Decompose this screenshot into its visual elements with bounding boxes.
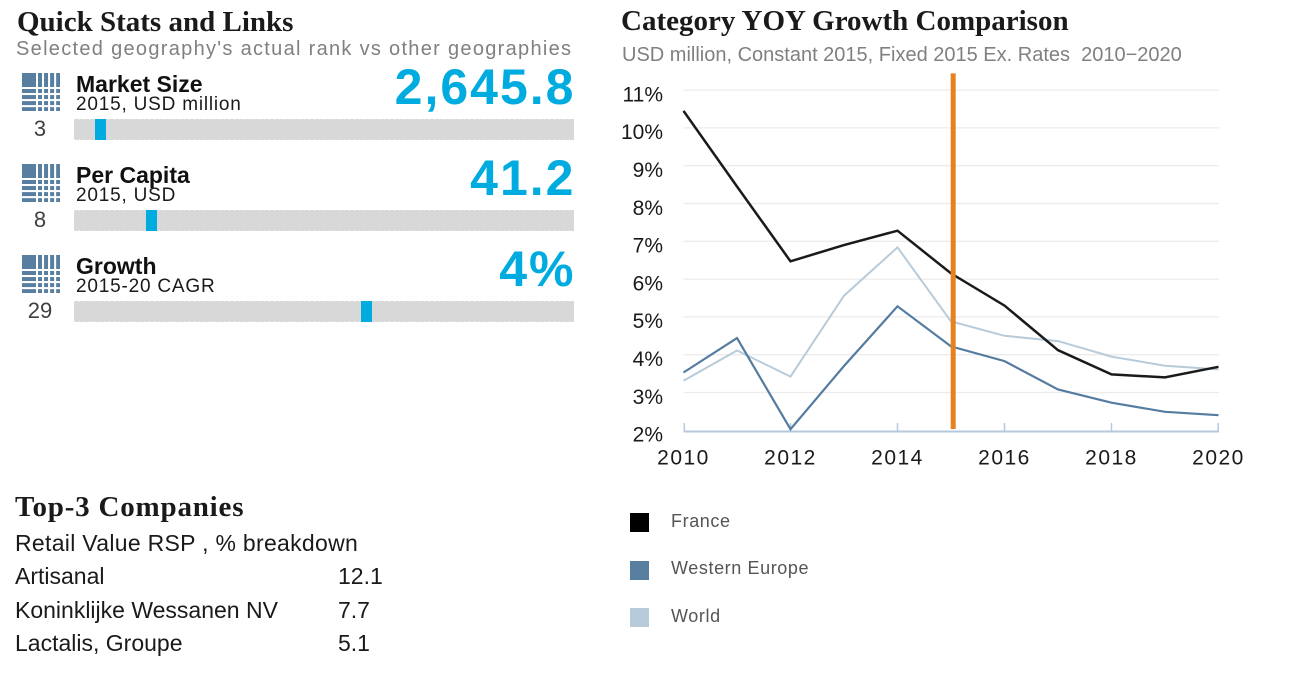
svg-text:2016: 2016 xyxy=(978,447,1031,470)
svg-text:8%: 8% xyxy=(633,197,663,220)
svg-text:2014: 2014 xyxy=(871,447,924,470)
svg-text:9%: 9% xyxy=(633,159,663,182)
svg-text:5%: 5% xyxy=(633,310,663,333)
svg-text:3%: 3% xyxy=(633,386,663,409)
svg-text:2%: 2% xyxy=(633,424,663,447)
svg-text:2010: 2010 xyxy=(657,447,710,470)
svg-text:11%: 11% xyxy=(623,83,663,106)
svg-text:7%: 7% xyxy=(633,235,663,258)
svg-text:4%: 4% xyxy=(633,348,663,371)
svg-text:6%: 6% xyxy=(633,272,663,295)
svg-text:2012: 2012 xyxy=(764,447,817,470)
svg-text:2018: 2018 xyxy=(1085,447,1138,470)
svg-text:10%: 10% xyxy=(621,121,663,144)
svg-text:2020: 2020 xyxy=(1192,447,1245,470)
